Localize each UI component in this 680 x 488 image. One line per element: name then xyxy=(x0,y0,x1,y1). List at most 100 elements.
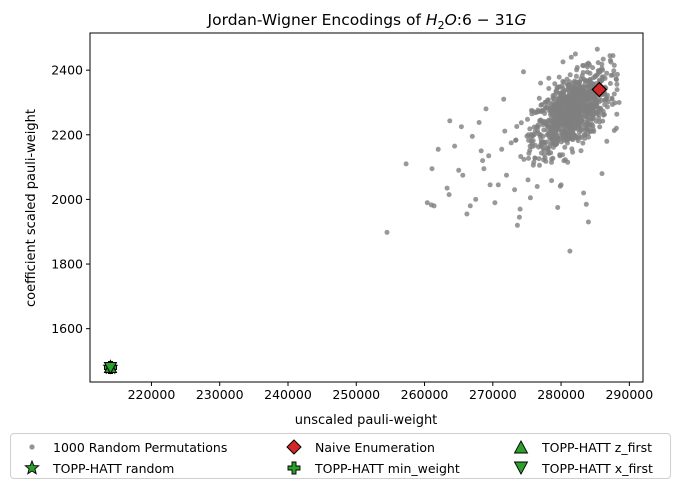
legend-item-topp-hatt-random: TOPP-HATT random xyxy=(19,458,174,478)
random-permutation-point xyxy=(486,153,492,159)
random-permutation-point xyxy=(590,106,596,112)
random-permutation-point xyxy=(611,62,617,68)
random-permutation-point xyxy=(614,71,620,77)
random-permutation-point xyxy=(549,136,555,142)
random-permutation-point xyxy=(549,178,555,184)
random-permutation-point xyxy=(610,72,616,78)
grey-dot-icon xyxy=(29,444,35,450)
random-permutation-point xyxy=(541,118,547,124)
random-permutation-point xyxy=(573,111,579,117)
random-permutation-point xyxy=(575,86,581,92)
random-permutation-point xyxy=(538,102,544,108)
random-permutation-point xyxy=(559,83,565,89)
random-permutation-point xyxy=(574,65,580,70)
random-permutation-point xyxy=(502,128,508,134)
random-permutation-point xyxy=(594,98,600,104)
random-permutation-point xyxy=(447,118,453,124)
random-permutation-point xyxy=(583,201,589,207)
random-permutation-point xyxy=(531,132,537,138)
random-permutation-point xyxy=(535,128,540,134)
random-permutation-point xyxy=(565,159,571,165)
y-axis-label: coefficient scaled pauli-weight xyxy=(24,109,39,307)
x-tick-label: 230000 xyxy=(196,387,244,402)
random-permutation-point xyxy=(518,154,524,159)
random-permutation-point xyxy=(560,59,566,65)
random-permutation-point xyxy=(567,72,573,78)
random-permutation-point xyxy=(548,140,554,146)
random-permutation-point xyxy=(614,111,620,117)
random-permutation-point xyxy=(581,190,587,196)
legend-item-topp-hatt-x-first: TOPP-HATT x_first xyxy=(508,458,653,478)
random-permutation-point xyxy=(610,53,616,59)
random-permutation-point xyxy=(568,54,574,60)
random-permutation-point xyxy=(550,155,556,161)
triangle-down-icon xyxy=(513,461,529,475)
random-permutation-point xyxy=(607,81,613,86)
random-permutation-point xyxy=(573,73,579,79)
random-permutation-point xyxy=(567,248,573,254)
random-permutation-point xyxy=(556,74,562,80)
random-permutation-point xyxy=(585,219,591,225)
random-permutation-point xyxy=(501,96,507,102)
random-permutation-point xyxy=(582,132,588,138)
random-permutation-point xyxy=(609,102,615,107)
random-permutation-point xyxy=(424,200,430,206)
random-permutation-point xyxy=(521,69,526,75)
random-permutation-point xyxy=(602,102,608,107)
y-tick-label: 1800 xyxy=(51,257,83,272)
random-permutation-point xyxy=(541,157,547,163)
random-permutation-point xyxy=(518,120,524,126)
random-permutation-point xyxy=(614,77,619,83)
y-tick-label: 1600 xyxy=(51,321,83,336)
random-permutation-point xyxy=(514,124,520,129)
random-permutation-point xyxy=(517,206,523,212)
random-permutation-point xyxy=(553,140,559,146)
random-permutation-point xyxy=(538,80,544,86)
random-permutation-point xyxy=(527,143,533,149)
random-permutation-point xyxy=(572,117,578,123)
random-permutation-point xyxy=(564,82,570,88)
random-permutation-point xyxy=(564,125,570,131)
random-permutation-point xyxy=(593,73,599,79)
random-permutation-point xyxy=(594,46,600,52)
random-permutation-point xyxy=(521,156,527,162)
random-permutation-point xyxy=(587,70,593,76)
random-permutation-point xyxy=(546,131,552,137)
random-permutation-point xyxy=(590,111,596,117)
random-permutation-point xyxy=(458,124,464,130)
random-permutation-point xyxy=(544,139,550,145)
random-permutation-point xyxy=(611,68,617,74)
random-permutation-point xyxy=(554,126,560,132)
x-axis-label: unscaled pauli-weight xyxy=(295,413,438,428)
random-permutation-point xyxy=(561,158,567,164)
random-permutation-point xyxy=(580,115,586,121)
random-permutation-point xyxy=(384,229,390,235)
random-permutation-point xyxy=(549,124,555,130)
random-permutation-point xyxy=(593,118,599,124)
x-tick-label: 290000 xyxy=(605,387,653,402)
triangle-up-icon xyxy=(513,440,529,454)
random-permutation-point xyxy=(566,102,572,108)
plus-icon xyxy=(287,461,301,475)
random-permutation-point xyxy=(576,81,582,87)
random-permutation-point xyxy=(570,86,576,92)
random-permutation-point xyxy=(572,51,578,57)
x-tick-label: 280000 xyxy=(537,387,585,402)
random-permutation-point xyxy=(614,81,620,87)
random-permutation-point xyxy=(469,133,475,139)
random-permutation-point xyxy=(589,116,594,122)
random-permutation-point xyxy=(548,112,553,118)
random-permutation-point xyxy=(525,116,530,122)
random-permutation-point xyxy=(589,128,595,134)
random-permutation-point xyxy=(599,171,605,177)
random-permutation-point xyxy=(481,166,487,172)
random-permutation-point xyxy=(560,102,566,108)
random-permutation-point xyxy=(601,112,606,118)
random-permutation-point xyxy=(604,70,610,76)
random-permutation-point xyxy=(538,132,543,138)
random-permutation-point xyxy=(581,63,587,69)
random-permutation-point xyxy=(528,138,534,144)
legend-label: TOPP-HATT random xyxy=(53,460,175,476)
random-permutation-point xyxy=(582,89,588,95)
random-permutation-point xyxy=(487,182,493,188)
